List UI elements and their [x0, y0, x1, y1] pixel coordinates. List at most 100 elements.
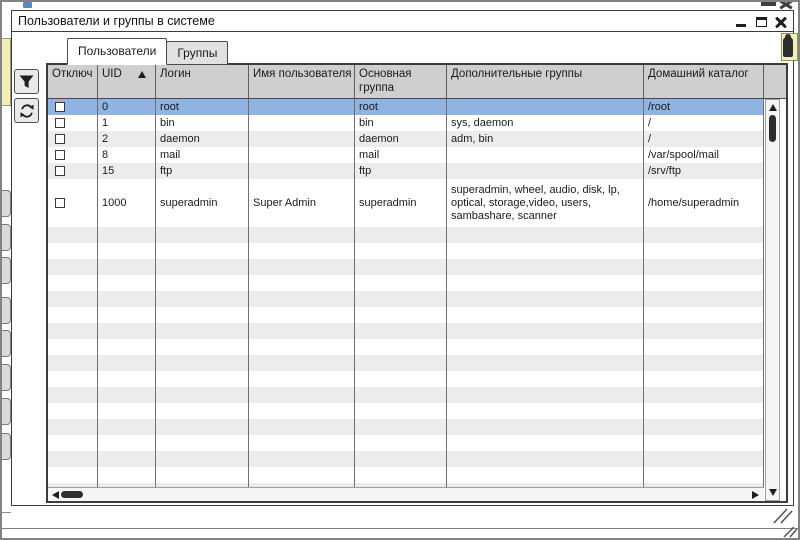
cell-empty	[98, 435, 156, 451]
cell-login: superadmin	[156, 179, 249, 227]
scroll-right-icon[interactable]	[752, 490, 759, 499]
column-label: Имя пользователя	[253, 68, 352, 80]
table-row-daemon[interactable]: 2 daemon daemon adm, bin /	[48, 131, 764, 147]
table-body: 0 root root/root 1 bin bin sys, daemon/2 daemon…	[48, 99, 764, 487]
cell-empty	[98, 339, 156, 355]
close-button[interactable]	[774, 14, 788, 29]
cell-empty	[98, 227, 156, 243]
maximize-icon	[755, 16, 767, 27]
cell-uid: 15	[98, 163, 156, 179]
cell-empty	[98, 323, 156, 339]
cell-empty	[644, 259, 764, 275]
window-controls	[734, 11, 788, 32]
horizontal-scrollbar[interactable]	[48, 487, 764, 501]
cell-empty	[644, 467, 764, 483]
cell-login: daemon	[156, 131, 249, 147]
table-row-mail[interactable]: 8 mail mail/var/spool/mail	[48, 147, 764, 163]
cell-name	[249, 115, 355, 131]
cell-extra_groups: superadmin, wheel, audio, disk, lp, opti…	[447, 179, 644, 227]
cell-empty	[156, 339, 249, 355]
column-header-disabled[interactable]: Отключ	[48, 65, 98, 98]
cell-uid: 1	[98, 115, 156, 131]
disabled-checkbox[interactable]	[55, 134, 65, 144]
cell-empty	[98, 419, 156, 435]
cell-empty	[48, 275, 98, 291]
disabled-checkbox[interactable]	[55, 102, 65, 112]
cell-login: bin	[156, 115, 249, 131]
titlebar[interactable]: Пользователи и группы в системе	[12, 11, 793, 32]
cell-empty	[644, 403, 764, 419]
disabled-checkbox[interactable]	[55, 198, 65, 208]
column-header-primary_group[interactable]: Основная группа	[355, 65, 447, 98]
underlying-sidebar-button	[2, 398, 11, 425]
cell-empty	[644, 483, 764, 487]
column-header-name[interactable]: Имя пользователя	[249, 65, 355, 98]
cell-disabled	[48, 147, 98, 163]
empty-row	[48, 227, 764, 243]
cell-uid: 8	[98, 147, 156, 163]
cell-empty	[644, 275, 764, 291]
tab-users[interactable]: Пользователи	[67, 38, 168, 65]
cell-empty	[156, 243, 249, 259]
column-header-login[interactable]: Логин	[156, 65, 249, 98]
cell-empty	[48, 307, 98, 323]
underlying-sidebar-button	[2, 433, 11, 460]
cell-empty	[355, 467, 447, 483]
vertical-scrollbar-thumb[interactable]	[769, 115, 776, 142]
column-label: Основная группа	[359, 68, 412, 94]
vertical-scrollbar-track[interactable]	[765, 99, 780, 501]
cell-empty	[355, 419, 447, 435]
app-icon	[23, 2, 32, 8]
table-row-superadmin[interactable]: 1000 superadmin Super Admin superadmin super…	[48, 179, 764, 227]
resize-grip-icon[interactable]	[782, 525, 799, 539]
user-silhouette-icon	[783, 34, 793, 57]
minimize-icon	[736, 24, 746, 27]
scroll-up-icon[interactable]	[768, 104, 777, 111]
underlying-sidebar-button	[2, 257, 11, 284]
cell-empty	[447, 243, 644, 259]
cell-empty	[156, 435, 249, 451]
cell-extra_groups	[447, 99, 644, 115]
table-row-bin[interactable]: 1 bin bin sys, daemon /	[48, 115, 764, 131]
users-table: Отключ UID Логин Имя пользователя Основная г…	[46, 63, 788, 503]
table-row-ftp[interactable]: 15 ftp ftp/srv/ftp	[48, 163, 764, 179]
cell-empty	[156, 275, 249, 291]
cell-empty	[156, 259, 249, 275]
column-header-uid[interactable]: UID	[98, 65, 156, 98]
maximize-button[interactable]	[754, 14, 768, 29]
underlying-sidebar-button	[2, 364, 11, 391]
cell-empty	[98, 451, 156, 467]
tab-groups[interactable]: Группы	[166, 41, 229, 65]
scroll-left-icon[interactable]	[52, 490, 59, 499]
refresh-button[interactable]	[14, 98, 39, 123]
cell-empty	[644, 387, 764, 403]
cell-empty	[249, 387, 355, 403]
cell-empty	[644, 435, 764, 451]
cell-empty	[355, 387, 447, 403]
filter-button[interactable]	[14, 69, 39, 94]
disabled-checkbox[interactable]	[55, 118, 65, 128]
scroll-down-icon[interactable]	[768, 489, 777, 496]
filter-icon	[19, 75, 34, 88]
cell-home: /	[644, 131, 764, 147]
vertical-scrollbar[interactable]	[764, 99, 786, 501]
cell-empty	[447, 339, 644, 355]
cell-name: Super Admin	[249, 179, 355, 227]
cell-empty	[48, 339, 98, 355]
cell-home: /root	[644, 99, 764, 115]
column-header-home[interactable]: Домашний каталог	[644, 65, 764, 98]
cell-name	[249, 99, 355, 115]
cell-primary_group: mail	[355, 147, 447, 163]
disabled-checkbox[interactable]	[55, 150, 65, 160]
horizontal-scrollbar-thumb[interactable]	[61, 490, 83, 498]
cell-empty	[156, 291, 249, 307]
column-header-extra_groups[interactable]: Дополнительные группы	[447, 65, 644, 98]
table-row-root[interactable]: 0 root root/root	[48, 99, 764, 115]
resize-grip-icon[interactable]	[768, 506, 794, 525]
cell-empty	[249, 403, 355, 419]
empty-row	[48, 419, 764, 435]
minimize-button[interactable]	[734, 14, 748, 29]
cell-empty	[355, 339, 447, 355]
disabled-checkbox[interactable]	[55, 166, 65, 176]
